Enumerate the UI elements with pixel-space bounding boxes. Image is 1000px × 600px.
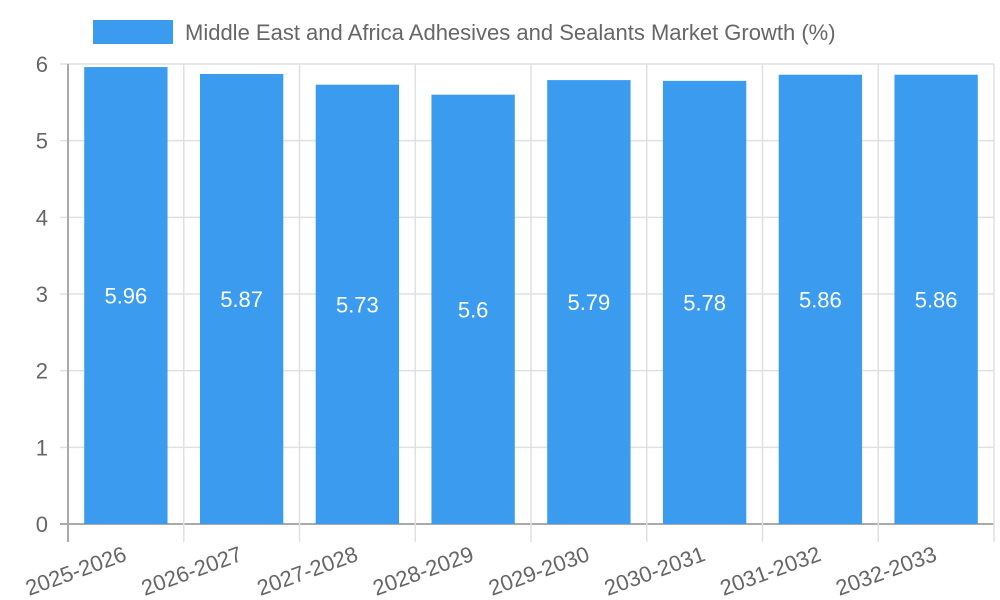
bars: 5.96 5.87 5.73 5.6 5.79 5.78 5.86 5.86 <box>84 67 978 525</box>
bar <box>662 80 747 524</box>
y-tick-label: 5 <box>36 129 48 154</box>
x-axis: 2025-2026 2026-2027 2027-2028 2028-2029 2029… <box>22 541 940 600</box>
bar <box>431 94 515 525</box>
x-tick-label: 2029-2030 <box>485 541 592 600</box>
legend[interactable]: Middle East and Africa Adhesives and Sea… <box>93 20 836 45</box>
x-tick-label: 2030-2031 <box>601 541 708 600</box>
x-tick-label: 2031-2032 <box>717 541 824 600</box>
x-tick-label: 2025-2026 <box>22 541 129 600</box>
x-tick-label: 2026-2027 <box>138 541 245 600</box>
x-tick-label: 2032-2033 <box>832 541 939 600</box>
y-axis: 0 1 2 3 4 5 6 <box>36 52 48 537</box>
bar-value-label: 5.78 <box>683 290 726 315</box>
x-tick-label: 2028-2029 <box>369 541 476 600</box>
bar <box>315 84 400 524</box>
y-tick-label: 3 <box>36 282 48 307</box>
bar-value-label: 5.6 <box>458 297 489 322</box>
bar <box>547 80 631 524</box>
bar <box>199 73 284 524</box>
bar-value-label: 5.86 <box>915 287 958 312</box>
bar-value-label: 5.73 <box>336 292 379 317</box>
bar-value-label: 5.87 <box>220 287 263 312</box>
x-tick-label: 2027-2028 <box>254 541 361 600</box>
bar-value-label: 5.96 <box>104 284 147 309</box>
bar <box>778 74 863 524</box>
bar <box>894 74 978 524</box>
y-tick-label: 1 <box>36 435 48 460</box>
y-tick-label: 2 <box>36 359 48 384</box>
y-tick-label: 6 <box>36 52 48 77</box>
legend-swatch <box>93 20 173 44</box>
bar <box>84 67 168 525</box>
bar-value-label: 5.79 <box>567 290 610 315</box>
y-tick-label: 0 <box>36 512 48 537</box>
legend-label: Middle East and Africa Adhesives and Sea… <box>185 20 836 45</box>
bar-value-label: 5.86 <box>799 287 842 312</box>
y-tick-label: 4 <box>36 205 48 230</box>
